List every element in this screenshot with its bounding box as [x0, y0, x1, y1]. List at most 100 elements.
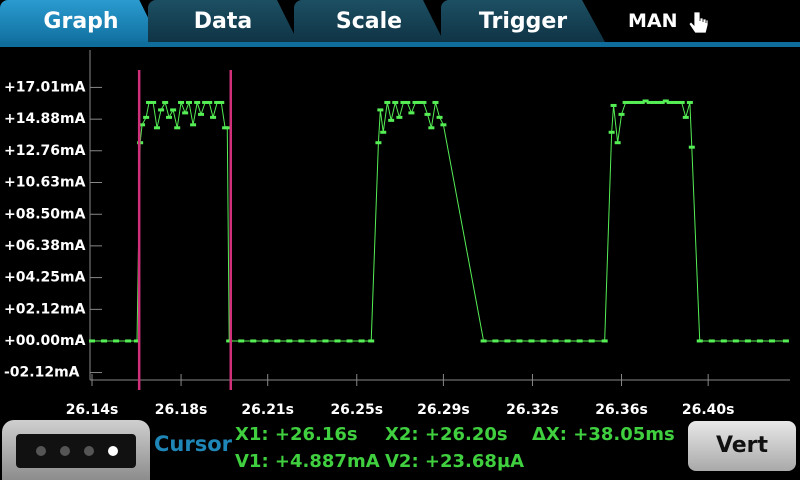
y-tick-label: +08.50mA — [4, 206, 86, 222]
point — [358, 339, 365, 343]
point — [170, 108, 177, 112]
point — [134, 339, 141, 343]
point — [618, 112, 625, 116]
point — [174, 126, 181, 130]
point — [89, 339, 95, 343]
point — [368, 339, 375, 343]
point — [646, 100, 653, 104]
point — [158, 108, 165, 112]
x-tick-label: 26.25s — [330, 402, 383, 418]
cursor-v1: V1: +4.887mA — [235, 451, 380, 472]
point — [206, 100, 213, 104]
graph: +17.01mA +14.88mA +12.76mA +10.63mA +08.50mA… — [4, 50, 790, 418]
dot — [84, 446, 94, 456]
point — [346, 339, 353, 343]
mode[interactable]: MAN — [628, 10, 678, 32]
point — [540, 339, 547, 343]
point — [642, 99, 649, 103]
point — [588, 339, 595, 343]
vert-button[interactable]: Vert — [688, 421, 796, 471]
tab[interactable]: Graph — [0, 0, 162, 46]
point — [375, 141, 382, 145]
point — [424, 112, 431, 116]
point — [185, 100, 192, 104]
y-tick-label: +17.01mA — [4, 79, 86, 95]
point — [214, 100, 221, 104]
point — [638, 100, 645, 104]
point — [601, 339, 608, 343]
point — [125, 339, 132, 343]
x-tick-label: 26.21s — [241, 402, 294, 418]
cursor-x1: X1: +26.16s — [235, 424, 358, 445]
x-tick-label: 26.14s — [66, 402, 119, 418]
point — [552, 339, 559, 343]
cursor-x2: X2: +26.20s — [385, 424, 508, 445]
point — [504, 339, 511, 343]
point — [238, 339, 245, 343]
point — [744, 339, 751, 343]
point — [732, 339, 739, 343]
menu-button[interactable] — [2, 420, 150, 480]
cursor-v2: V2: +23.68µA — [385, 451, 525, 472]
point — [298, 339, 305, 343]
point — [720, 339, 727, 343]
point — [182, 111, 189, 115]
point — [686, 100, 693, 104]
point — [432, 100, 439, 104]
x-tick-label: 26.18s — [155, 402, 208, 418]
point — [210, 115, 217, 119]
x-tick-label: 26.40s — [682, 402, 735, 418]
y-tick-label: +10.63mA — [4, 175, 86, 191]
point — [198, 112, 205, 116]
y-tick-label: +02.12mA — [4, 301, 86, 317]
point — [194, 100, 201, 104]
point — [440, 123, 447, 127]
point — [224, 126, 231, 130]
point — [564, 339, 571, 343]
tab[interactable]: Data — [148, 0, 298, 42]
point — [250, 339, 257, 343]
point — [334, 339, 341, 343]
point — [388, 118, 395, 122]
point — [139, 123, 146, 127]
point — [166, 115, 173, 119]
x-tick-label: 26.29s — [417, 402, 470, 418]
point — [610, 103, 617, 107]
tab[interactable]: Scale — [294, 0, 444, 42]
point — [162, 100, 169, 104]
point — [384, 100, 391, 104]
point — [678, 100, 685, 104]
point — [262, 339, 269, 343]
point — [428, 126, 435, 130]
point — [626, 100, 633, 104]
x-tick-label: 26.36s — [595, 402, 648, 418]
cursor-title: Cursor — [154, 432, 233, 456]
dot — [60, 446, 70, 456]
point — [143, 115, 150, 119]
point — [630, 100, 637, 104]
point — [274, 339, 281, 343]
point — [392, 100, 399, 104]
point — [614, 141, 621, 145]
x-tick-label: 26.32s — [506, 402, 559, 418]
point — [782, 339, 789, 343]
point — [416, 100, 423, 104]
point — [662, 99, 669, 103]
point — [516, 339, 523, 343]
point — [654, 100, 661, 104]
point — [412, 100, 419, 104]
y-tick-label: +14.88mA — [4, 111, 86, 127]
dot — [36, 446, 46, 456]
point — [682, 115, 689, 119]
y-tick-label: +00.00mA — [4, 333, 86, 349]
point — [153, 126, 160, 130]
point — [408, 111, 415, 115]
point — [650, 100, 657, 104]
hand-icon — [688, 11, 709, 34]
point — [396, 115, 403, 119]
tab[interactable]: Trigger — [441, 0, 605, 42]
point — [310, 339, 317, 343]
cursor-dx: ΔX: +38.05ms — [532, 424, 675, 445]
y-tick-label: +06.38mA — [4, 238, 86, 254]
